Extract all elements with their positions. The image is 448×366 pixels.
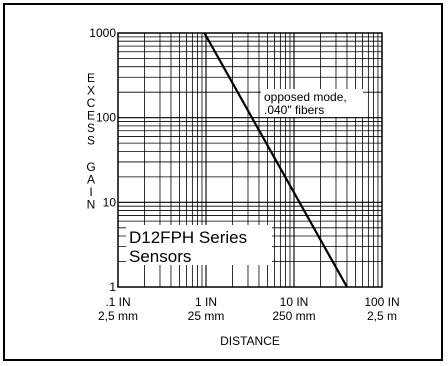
y-axis-label-letter: C [87,96,96,110]
x-tick-sublabel: 25 mm [188,309,225,323]
y-axis-label-letter: S [87,121,95,135]
annotation-line-1: opposed mode, [264,90,347,104]
x-tick-sublabel: 250 mm [272,309,315,323]
caption: D12FPH Series Sensors [126,225,272,266]
y-axis-label-letter: S [87,134,95,148]
caption-box [126,225,272,265]
y-axis-label-letter: I [89,185,92,199]
x-tick-sublabel: 2,5 m [367,309,397,323]
annotation-box [261,89,363,117]
y-axis-label-letter: X [87,84,95,98]
y-tick-label: 100 [96,111,116,125]
annotation-line-2: .040" fibers [264,103,324,117]
y-tick-label: 1 [109,280,116,294]
y-axis-label-letter: A [87,173,95,187]
y-axis-label-letter: E [87,109,95,123]
annotation: opposed mode, .040" fibers [261,89,363,117]
chart-frame [3,3,443,361]
x-tick-label: 10 IN [280,295,309,309]
x-tick-label: .1 IN [105,295,130,309]
x-tick-sublabel: 2,5 mm [98,309,138,323]
y-tick-label: 10 [103,195,117,209]
y-axis-label-letter: E [87,71,95,85]
y-axis-label-letter: G [86,160,95,174]
x-tick-label: 1 IN [195,295,217,309]
plot-border [117,32,383,288]
series-line [203,32,348,288]
y-axis-label-letter: N [87,198,96,212]
caption-line-2: Sensors [129,247,191,266]
x-tick-label: 100 IN [364,295,399,309]
caption-line-1: D12FPH Series [129,228,247,247]
x-axis-label: DISTANCE [220,334,280,348]
y-tick-label: 1000 [89,26,116,40]
series-layer [203,32,348,288]
